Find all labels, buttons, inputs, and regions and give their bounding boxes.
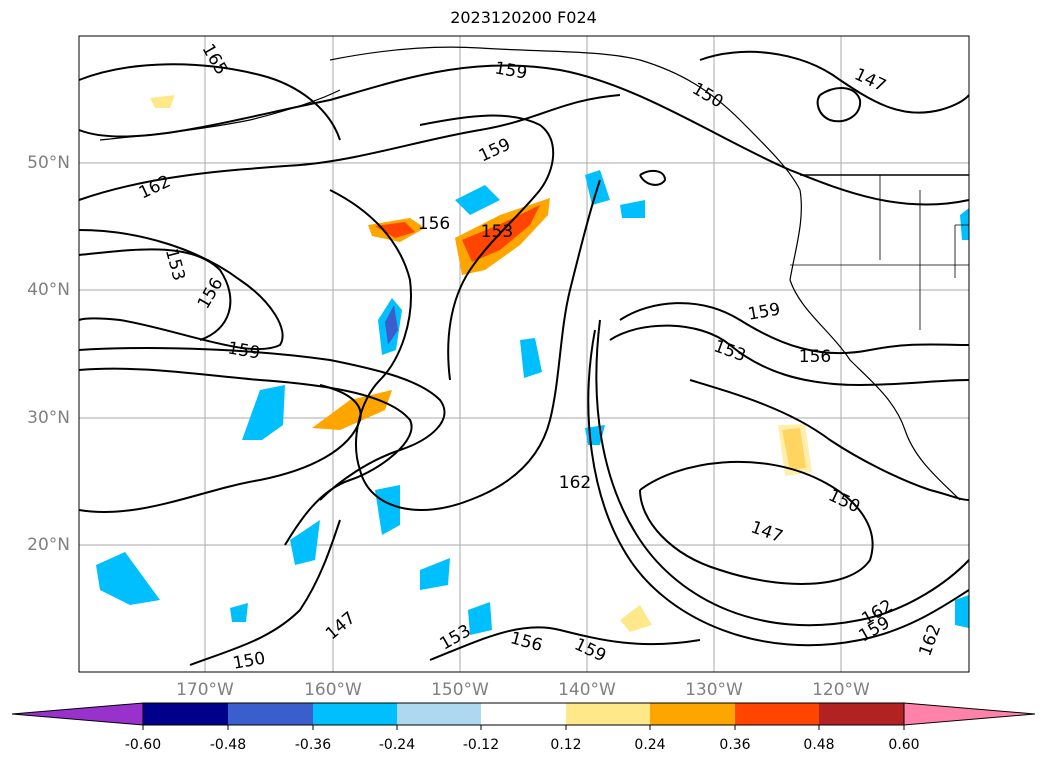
contour-line [329,179,601,511]
colorbar-tick-label: 0.36 [719,737,751,753]
anomaly-shading [96,95,969,635]
negative-anomaly-region [620,200,645,218]
positive-anomaly-light [620,605,652,632]
colorbar-tick-label: 0.48 [803,737,835,753]
contour-label: 156 [799,347,831,367]
contour-line [595,319,970,627]
colorbar-tick-label: -0.60 [124,737,162,753]
negative-anomaly-region [375,485,400,535]
colorbar-segment [650,703,735,725]
colorbar-tick-label: -0.24 [378,737,416,753]
colorbar-segment [735,703,819,725]
colorbar-segment [313,703,397,725]
colorbar-tick-label: -0.12 [462,737,500,753]
coastline-north-america [789,189,961,501]
colorbar-segment [143,703,228,725]
contour-line [78,63,341,141]
negative-anomaly-region [955,595,969,628]
colorbar-tick-label: -0.48 [209,737,247,753]
lon-label-160w: 160°W [304,680,362,700]
colorbar-tick-label: -0.36 [294,737,332,753]
lat-label-20n: 20°N [27,535,70,555]
positive-anomaly-core [375,222,415,238]
border-states [790,175,969,330]
negative-anomaly-region [455,185,500,215]
contour-line [609,324,970,387]
colorbar-segment [566,703,650,725]
contour-line [429,626,701,661]
positive-anomaly-light [150,95,175,108]
contour-line [689,379,970,501]
lon-label-130w: 130°W [685,680,743,700]
map-frame [78,35,970,673]
negative-anomaly-region [420,558,450,590]
lat-label-30n: 30°N [27,408,70,428]
contour-label: 162 [559,473,591,493]
contour-line [619,302,970,355]
negative-anomaly-region [520,338,542,378]
lon-label-150w: 150°W [431,680,489,700]
negative-anomaly-region [96,552,160,605]
coastline-alaska [329,46,801,191]
colorbar-outline [142,702,905,726]
negative-anomaly-region [468,602,492,635]
contour-line [419,114,555,381]
contour-line [78,64,970,206]
lat-label-40n: 40°N [27,280,70,300]
contour-line [78,367,413,546]
negative-anomaly-region [960,208,969,240]
coastline-aleutians [99,89,341,141]
colorbar-segment [397,703,481,725]
colorbar-segment [228,703,313,725]
lon-label-140w: 140°W [558,680,616,700]
colorbar-extend-left [11,702,144,726]
colorbar-tick-label: 0.24 [634,737,666,753]
contour-label: 156 [418,214,450,234]
positive-anomaly-light [778,424,812,476]
coastlines [99,46,969,501]
contour-line [78,248,232,341]
negative-anomaly-region [230,603,248,622]
colorbar-tick-label: 0.60 [888,737,920,753]
contour-line [78,229,284,351]
colorbar-segment [819,703,904,725]
height-contours [78,50,970,666]
contour-line [816,87,862,123]
map-title: 2023120200 F024 [450,8,597,27]
contour-line [78,94,621,201]
contour-line [699,50,970,114]
grid-lines [79,36,969,672]
colorbar [11,702,1036,730]
contour-line [78,384,362,514]
negative-anomaly-region [290,520,320,565]
lon-label-120w: 120°W [812,680,870,700]
contour-line [639,460,874,585]
colorbar-extend-right [903,702,1036,726]
negative-anomaly-region [242,385,285,440]
colorbar-segment [481,703,566,725]
positive-anomaly-region [312,390,392,430]
contour-line [189,519,341,666]
lat-label-50n: 50°N [27,153,70,173]
colorbar-tick-label: 0.12 [550,737,582,753]
contour-line [78,347,446,501]
contour-line [639,169,667,186]
contour-line [587,329,970,647]
lon-label-170w: 170°W [176,680,234,700]
negative-anomaly-core [385,305,398,345]
contour-label: 153 [481,222,513,242]
colorbar-ticks [142,725,905,730]
